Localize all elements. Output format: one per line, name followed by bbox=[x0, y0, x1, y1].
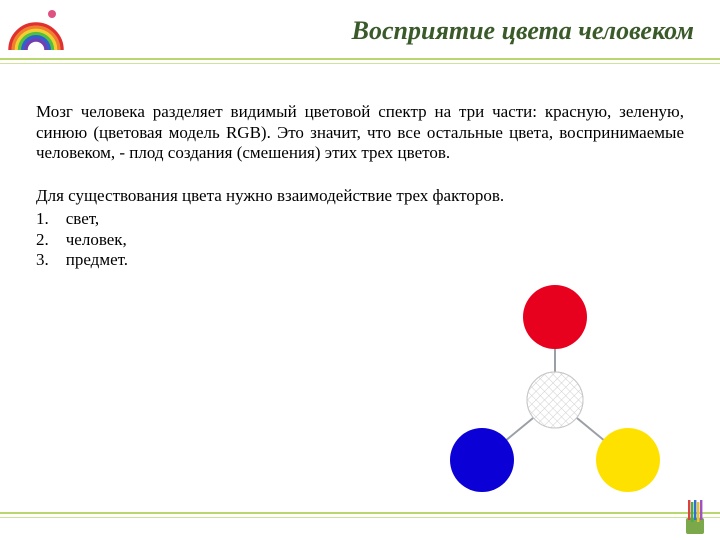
list-label: предмет. bbox=[66, 250, 128, 269]
pencils-icon bbox=[680, 496, 710, 536]
main-paragraph: Мозг человека разделяет видимый цветовой… bbox=[36, 102, 684, 164]
factors-block: Для существования цвета нужно взаимодейс… bbox=[36, 186, 684, 271]
header: Восприятие цвета человеком bbox=[0, 0, 720, 72]
page-title: Восприятие цвета человеком bbox=[150, 16, 708, 46]
factors-intro: Для существования цвета нужно взаимодейс… bbox=[36, 186, 684, 207]
factors-list: 1. свет, 2. человек, 3. предмет. bbox=[36, 209, 684, 271]
color-diagram bbox=[430, 285, 680, 510]
rainbow-icon bbox=[6, 4, 66, 54]
footer-divider bbox=[0, 512, 720, 520]
list-label: свет, bbox=[66, 209, 99, 228]
content: Мозг человека разделяет видимый цветовой… bbox=[0, 72, 720, 271]
list-item: 1. свет, bbox=[36, 209, 684, 230]
list-num: 3. bbox=[36, 250, 49, 269]
list-label: человек, bbox=[66, 230, 127, 249]
list-num: 2. bbox=[36, 230, 49, 249]
list-item: 3. предмет. bbox=[36, 250, 684, 271]
list-num: 1. bbox=[36, 209, 49, 228]
header-divider bbox=[0, 58, 720, 66]
list-item: 2. человек, bbox=[36, 230, 684, 251]
